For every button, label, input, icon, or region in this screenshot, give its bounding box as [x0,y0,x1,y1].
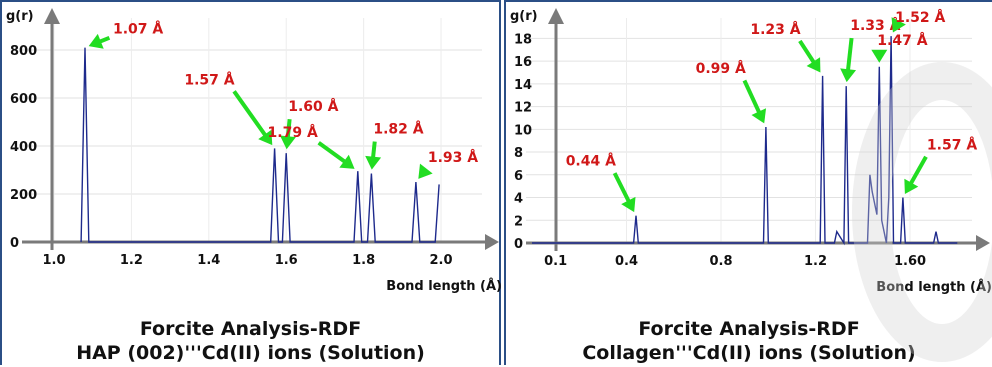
left-y-tick-label: 800 [10,44,37,59]
right-chart-title-line2: Collagen'''Cd(II) ions (Solution) [582,342,916,364]
right-annotation-arrowhead [904,178,919,195]
right-y-tick-label: 6 [514,169,523,184]
left-y-tick-label: 200 [10,188,37,203]
right-chart-panel: g(r) 0 2 4 6 8 10 12 14 16 18 0.1 0.4 0.8 1.2 1.60 Bond … [504,0,992,365]
right-rdf-chart: g(r) 0 2 4 6 8 10 12 14 16 18 0.1 0.4 0.8 1.2 1.60 Bond … [510,8,992,295]
left-chart-title-line1: Forcite Analysis-RDF [139,318,362,340]
left-annotation-arrowhead [88,33,104,49]
right-annotation-arrow [845,37,854,74]
right-y-axis-arrow [548,8,564,24]
right-y-tick-label: 2 [514,214,523,229]
left-y-axis-arrow [44,8,60,24]
left-rdf-series-line [80,47,440,243]
left-x-tick-label: 1.8 [352,253,375,268]
right-annotation-label: 0.44 Å [566,153,616,170]
right-y-tick-label: 18 [514,32,532,47]
left-x-tick-label: 1.0 [42,253,65,268]
right-annotation-label: 1.33 Å [850,17,900,34]
left-chart-title-line2: HAP (002)'''Cd(II) ions (Solution) [76,342,425,364]
left-y-axis-label: g(r) [6,9,34,24]
left-annotation-label: 1.82 Å [373,121,423,138]
left-annotation-label: 1.79 Å [268,124,318,141]
left-x-tick-label: 1.4 [197,253,220,268]
left-y-tick-label: 400 [10,140,37,155]
right-annotation-arrow [612,172,632,205]
right-chart-title-line1: Forcite Analysis-RDF [638,318,860,340]
left-annotation-arrowhead [339,154,355,169]
right-y-tick-label: 8 [514,146,523,161]
right-annotation-arrow [742,79,763,117]
left-x-tick-label: 2.0 [430,253,453,268]
right-rdf-series-line [532,36,958,246]
right-annotation-label: 1.23 Å [750,21,800,38]
left-annotation-label: 1.57 Å [184,71,234,88]
right-annotation-arrowhead [840,68,857,83]
right-annotation-arrowhead [806,57,821,73]
right-annotation-arrowhead [871,49,888,63]
left-x-tick-label: 1.6 [275,253,298,268]
right-y-tick-label: 14 [514,78,532,93]
right-y-tick-label: 4 [514,192,523,207]
right-x-tick-label: 1.60 [894,254,926,269]
right-x-axis-arrow [976,235,990,251]
left-annotation-label: 1.93 Å [428,149,478,166]
right-x-tick-label: 0.8 [709,254,732,269]
right-annotation-arrowhead [621,196,636,213]
right-y-tick-label: 10 [514,123,532,138]
right-annotation-label: 1.52 Å [895,9,945,26]
left-chart-panel: g(r) 0 200 400 600 800 1.0 1.2 1.4 1.6 1.8 2.0 Bond … [0,0,501,365]
left-x-axis-arrow [485,234,499,250]
right-x-tick-label: 0.1 [544,254,567,269]
left-annotation-arrow [232,90,269,139]
left-x-tick-label: 1.2 [120,253,143,268]
left-annotation-arrowhead [418,163,433,179]
left-y-tick-label: 600 [10,92,37,107]
right-annotation-arrow [907,155,928,188]
left-annotation-arrowhead [279,135,296,150]
right-annotation-label: 1.57 Å [927,137,977,154]
left-x-axis-label: Bond length (Å) [386,278,501,294]
left-annotation-arrowhead [258,129,273,146]
left-annotation-arrowhead [365,155,382,170]
right-y-tick-label: 0 [514,237,523,252]
right-annotation-arrowhead [751,108,767,124]
right-y-tick-label: 16 [514,55,532,70]
right-annotation-arrowhead [891,17,906,33]
left-annotation-label: 1.07 Å [113,21,163,38]
left-rdf-chart: g(r) 0 200 400 600 800 1.0 1.2 1.4 1.6 1.8 2.0 Bond … [6,8,501,294]
left-annotation-label: 1.60 Å [288,98,338,115]
right-y-axis-label: g(r) [510,9,538,24]
left-annotation-arrow [317,141,349,166]
right-annotation-arrow [798,39,818,67]
right-annotation-label: 1.47 Å [877,32,927,49]
left-y-tick-label: 0 [10,236,19,251]
right-x-axis-label: Bond length (Å) [876,279,992,295]
right-x-tick-label: 1.2 [804,254,827,269]
right-x-tick-label: 0.4 [615,254,638,269]
right-annotation-label: 0.99 Å [696,60,746,77]
right-y-tick-label: 12 [514,101,532,116]
